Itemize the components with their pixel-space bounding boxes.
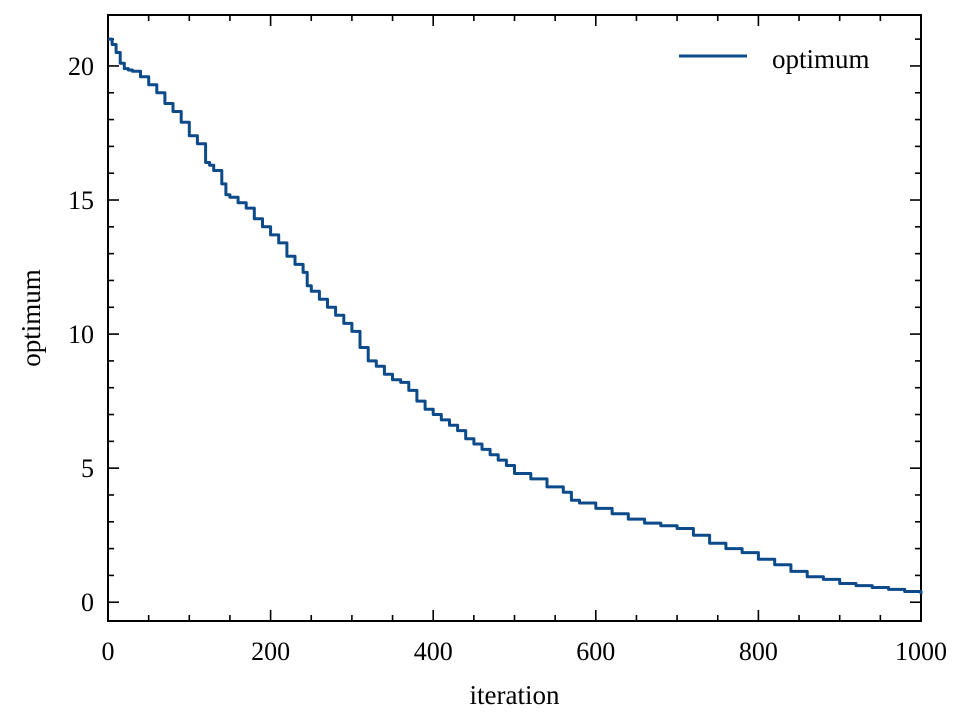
x-axis-title: iteration xyxy=(470,680,560,710)
x-tick-label: 400 xyxy=(414,637,453,666)
x-tick-label: 800 xyxy=(739,637,778,666)
y-tick-label: 0 xyxy=(81,588,94,617)
y-tick-label: 10 xyxy=(68,320,94,349)
x-tick-label: 1000 xyxy=(895,637,947,666)
y-axis-title: optimum xyxy=(16,269,46,367)
x-tick-labels: 0 200 400 600 800 1000 xyxy=(102,637,948,666)
plot-frame xyxy=(107,14,922,622)
tick-marks xyxy=(107,15,922,621)
x-tick-label: 0 xyxy=(102,637,115,666)
y-tick-label: 15 xyxy=(68,186,94,215)
y-tick-label: 20 xyxy=(68,52,94,81)
series-line-optimum xyxy=(108,37,923,595)
x-tick-label: 600 xyxy=(576,637,615,666)
x-tick-label: 200 xyxy=(251,637,290,666)
legend: optimum xyxy=(679,44,870,74)
y-tick-labels: 0 5 10 15 20 xyxy=(68,52,94,617)
legend-label-optimum: optimum xyxy=(772,44,870,74)
y-tick-label: 5 xyxy=(81,454,94,483)
